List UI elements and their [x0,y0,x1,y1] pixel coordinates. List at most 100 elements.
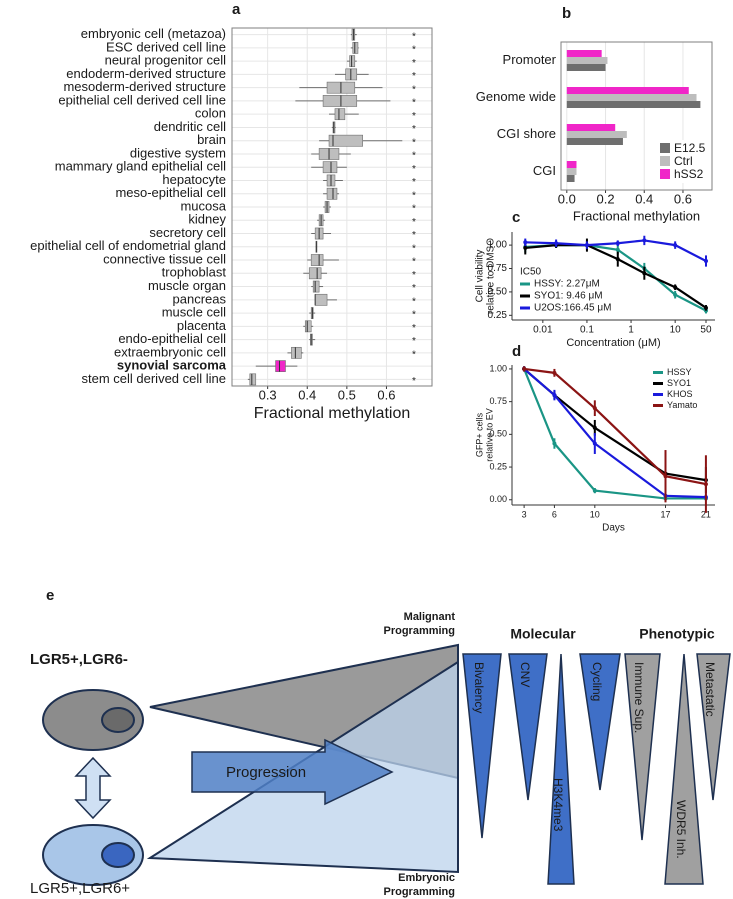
x-tick-label: 17 [661,509,671,519]
arrow-label: Progression [226,764,306,781]
category-label: CGI [533,163,556,178]
legend-title: IC50 [520,267,542,278]
significance: * [412,84,416,95]
significance: * [412,336,416,347]
x-tick-label: 0.01 [533,325,553,336]
significance: * [412,270,416,281]
point [592,488,597,493]
panel-letter: a [232,1,241,18]
marker-wedge [664,653,704,885]
point [673,285,678,290]
category-label: colon [195,106,226,121]
point [673,292,678,297]
y-axis-label: relative to DMSO [486,238,497,314]
significance: * [412,376,416,387]
point [552,441,557,446]
significance: * [412,349,416,360]
wedge-label: Malignant [404,611,456,623]
x-tick-label: 0.6 [674,191,692,206]
legend-label: HSSY [667,367,692,377]
x-axis-label: Days [602,523,625,534]
x-tick-label: 1 [628,325,634,336]
x-tick-label: 0.2 [596,191,614,206]
y-axis-label: Cell viability [475,250,486,303]
significance: * [412,177,416,188]
significance: * [412,45,416,56]
box [314,293,328,306]
point [523,240,528,245]
point [615,257,620,262]
category-label: mammary gland epithelial cell [55,159,226,174]
bar [566,50,602,57]
point [584,243,589,248]
plot-frame [560,41,713,191]
x-tick-label: 3 [522,509,527,519]
significance: * [412,151,416,162]
point [554,241,559,246]
wedge-label: Programming [383,625,455,637]
x-tick-label: 0.3 [259,387,277,402]
bar [566,124,616,131]
category-label: endoderm-derived structure [66,66,226,81]
point [592,406,597,411]
legend-label: Yamato [667,400,697,410]
point [642,271,647,276]
diagram: e Progression LGR5+,LGR6- LGR5+,LGR6+ Ma… [30,587,731,898]
point [552,370,557,375]
point [703,482,708,487]
significance: * [412,243,416,254]
cell [42,824,144,886]
marker-wedge [579,653,621,791]
marker-label: Metastatic [703,662,717,717]
box [291,346,302,359]
marker-label: H3K4me3 [551,778,565,832]
category-label: ESC derived cell line [106,39,226,54]
category-label: neural progenitor cell [105,53,227,68]
point [592,441,597,446]
y-axis-label: relative to EV [484,408,494,462]
legend-label: U2OS:166.45 μM [534,303,611,314]
x-axis-label: Fractional methylation [573,208,700,223]
progression-arrow [191,738,394,806]
legend-label: SYO1: 9.46 μM [534,291,603,302]
marker-wedge [547,653,575,885]
x-tick-label: 0.1 [580,325,594,336]
cell [42,689,144,751]
category-label: muscle cell [162,305,226,320]
panel-letter: b [562,5,571,22]
category-label: connective tissue cell [103,251,226,266]
legend-swatch [660,156,670,166]
marker-label: Cycling [590,662,604,701]
box [326,187,338,200]
bar [566,57,608,64]
category-label: endo-epithelial cell [118,331,226,346]
y-axis-label: GFP+ cells [474,412,484,457]
marker-label: CNV [518,662,532,687]
x-tick-label: 21 [701,509,711,519]
panel-letter: c [512,209,520,226]
category-label: epithelial cell of endometrial gland [30,238,226,253]
box [275,360,286,372]
x-axis-label: Fractional methylation [254,405,411,422]
x-axis-label: Concentration (μM) [566,337,660,349]
legend-label: E12.5 [674,141,706,155]
significance: * [412,31,416,42]
box [352,42,359,54]
category-label: kidney [188,212,226,227]
marker-label: WDR5 Inh. [674,800,688,859]
box [328,134,363,147]
y-tick-label: 1.00 [488,240,508,251]
x-tick-label: 0.4 [635,191,653,206]
significance: * [412,283,416,294]
y-tick-label: 1.00 [489,363,507,373]
significance: * [412,111,416,122]
y-tick-label: 0.75 [488,263,508,274]
x-tick-label: 0.0 [558,191,576,206]
significance: * [412,190,416,201]
wedge-label: Embryonic [398,872,455,884]
category-label: secretory cell [149,225,226,240]
box [312,280,320,293]
point [703,259,708,264]
significance: * [412,58,416,69]
